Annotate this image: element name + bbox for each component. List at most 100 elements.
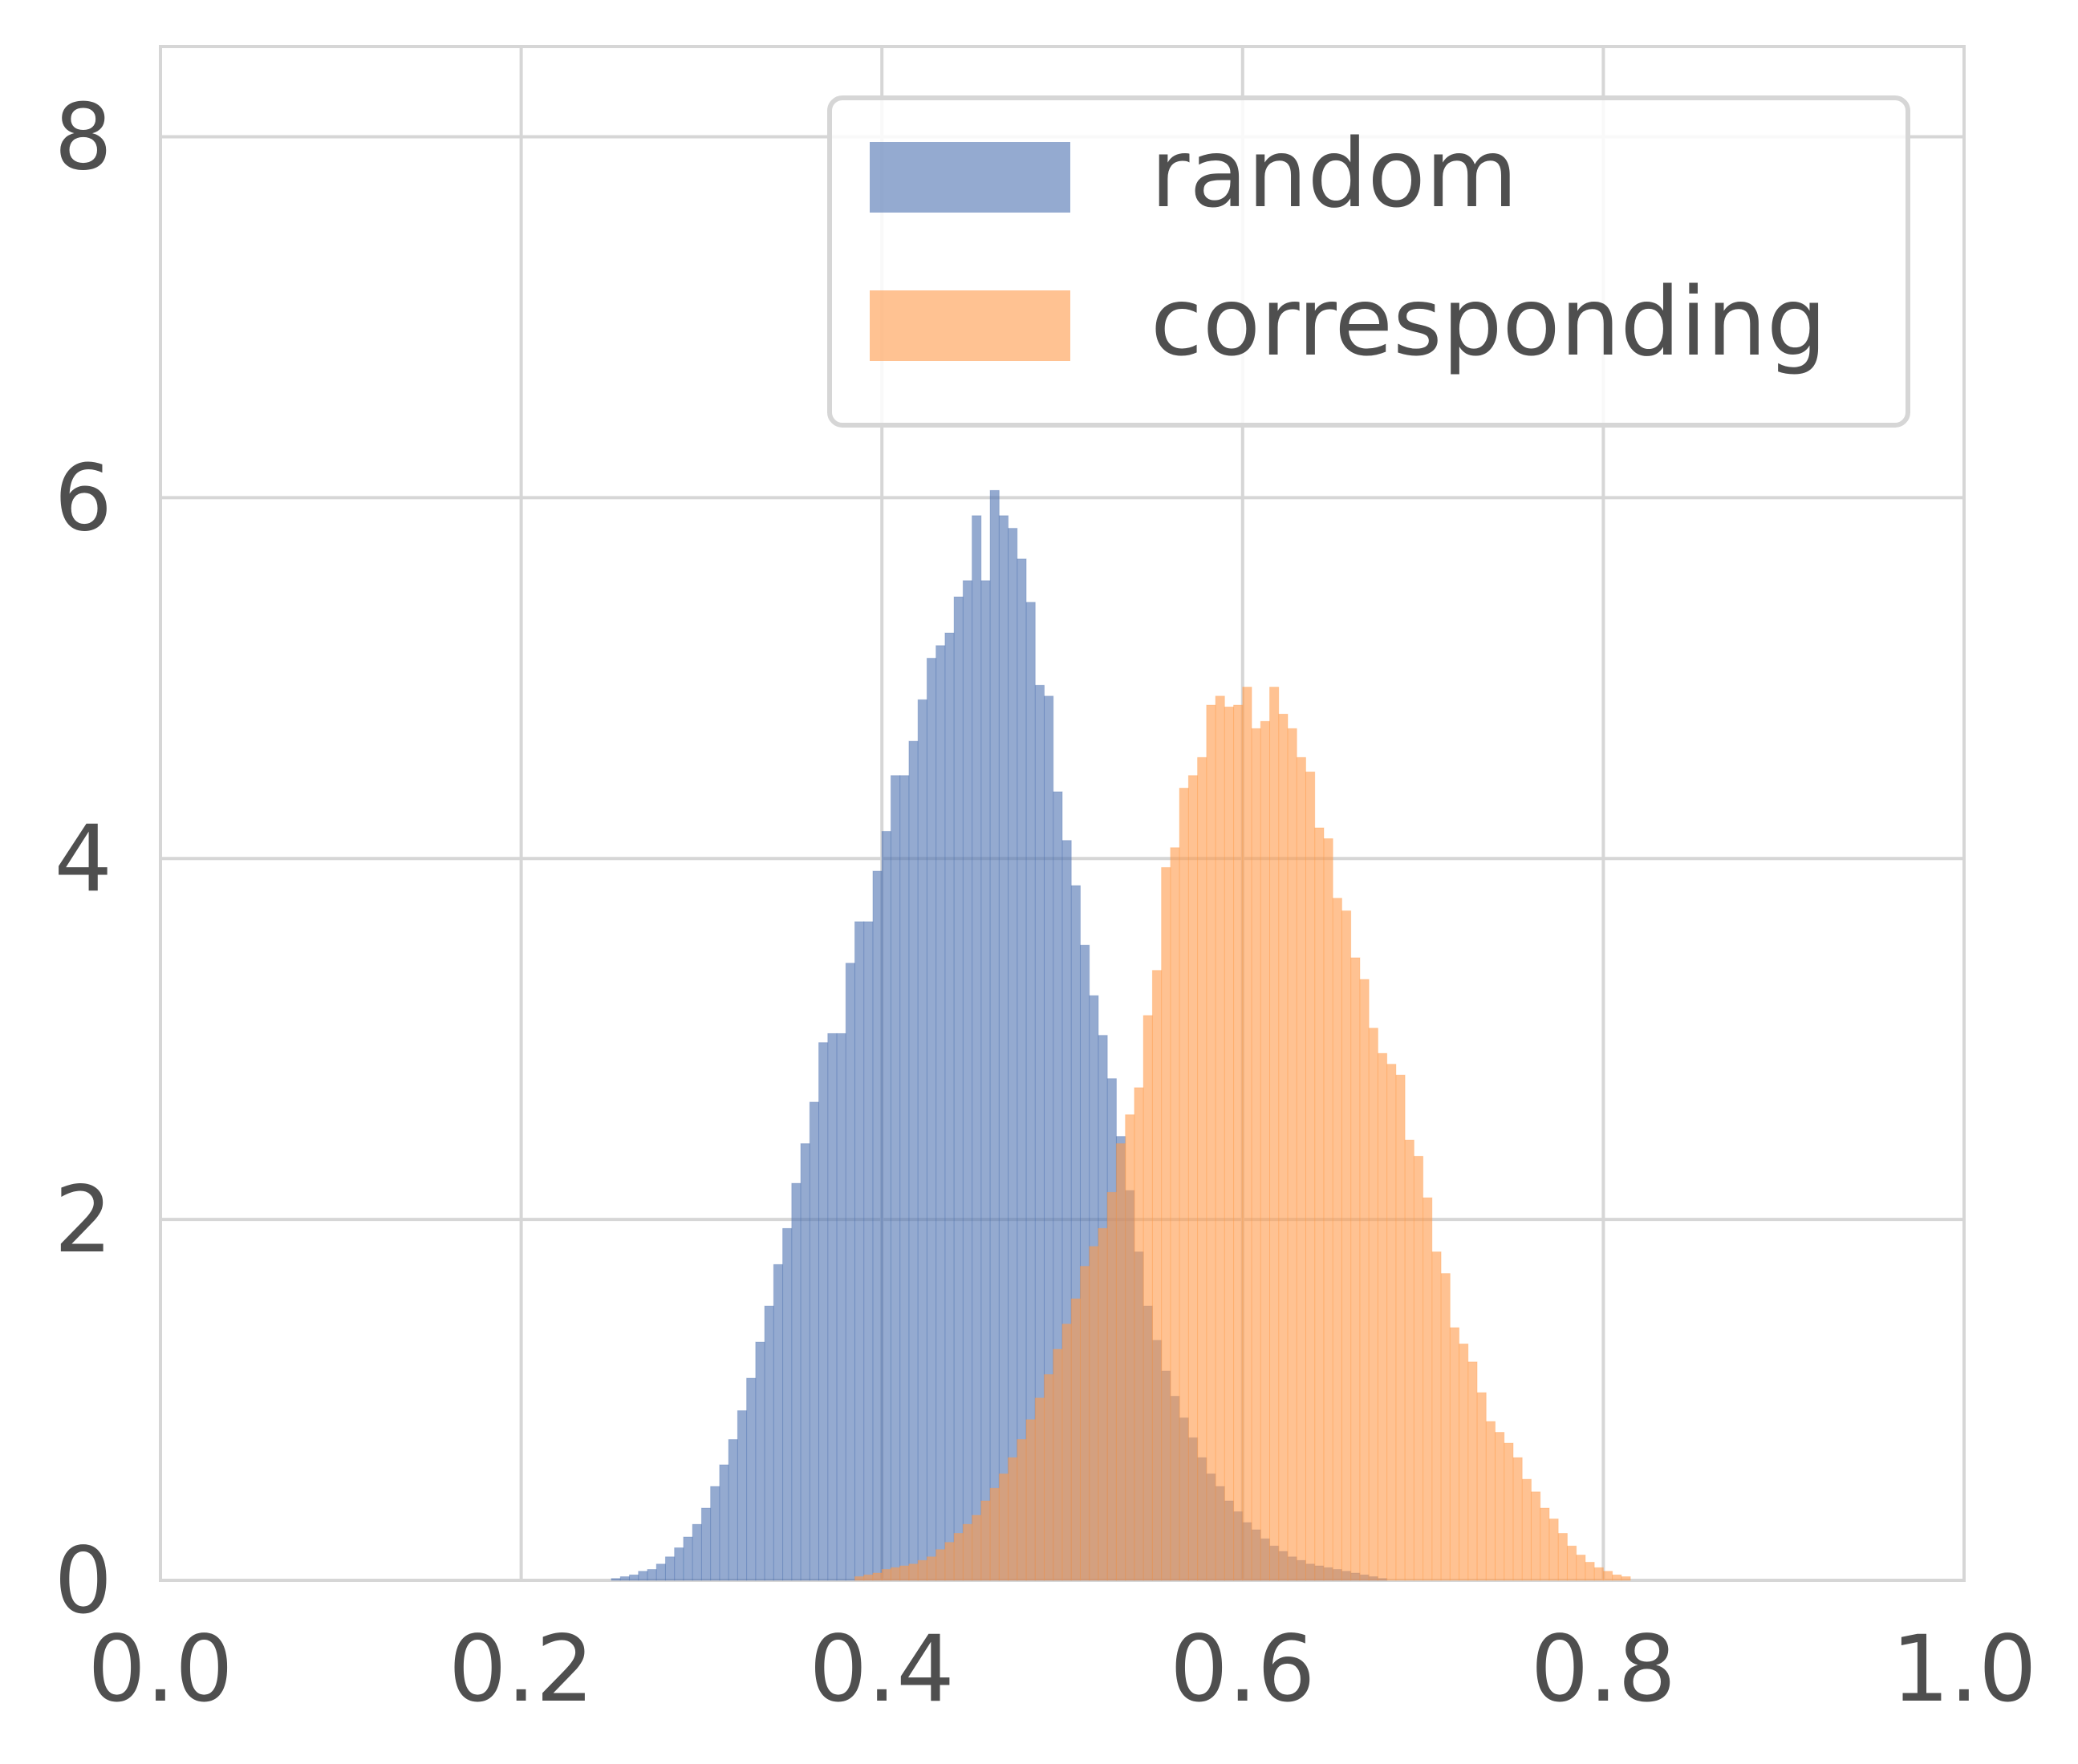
x-tick-label: 0.4 [810,1616,955,1722]
bar-corresponding [1115,1143,1126,1581]
bar-corresponding [1504,1442,1514,1581]
bar-corresponding [1053,1348,1063,1581]
bar-corresponding [863,1574,874,1581]
bar-corresponding [1449,1327,1460,1581]
bar-random [710,1486,720,1581]
bar-corresponding [1161,866,1171,1581]
bar-corresponding [1034,1397,1045,1581]
bar-random [890,775,901,1581]
legend-label-random: random [1151,118,1518,229]
x-tick-label: 0.8 [1531,1616,1676,1722]
bar-random [917,699,927,1581]
x-tick-label: 0.0 [87,1616,233,1722]
bar-random [818,1042,829,1581]
bar-random [1017,558,1027,1581]
bar-random [872,870,883,1581]
bar-corresponding [1187,775,1199,1581]
bar-corresponding [1242,687,1252,1581]
bar-corresponding [1576,1555,1586,1581]
legend-label-corresponding: corresponding [1151,266,1827,377]
bar-corresponding [1395,1074,1406,1581]
bar-random [655,1563,666,1581]
bar-corresponding [944,1542,955,1581]
bar-corresponding [1566,1545,1577,1581]
bar-corresponding [1602,1571,1613,1581]
bar-random [800,1143,810,1581]
bar-corresponding [1251,728,1261,1581]
legend-swatch-random [870,142,1070,213]
bar-corresponding [1359,979,1370,1581]
bar-corresponding [1079,1266,1090,1581]
bar-corresponding [1476,1392,1487,1581]
bar-corresponding [1089,1246,1099,1581]
bar-random [845,963,855,1581]
bar-random [611,1578,621,1581]
bar-corresponding [1341,910,1352,1581]
bar-random [782,1227,793,1581]
bar-random [755,1341,765,1581]
bar-corresponding [1459,1343,1469,1581]
series-corresponding [854,687,1631,1581]
bar-corresponding [1431,1251,1442,1581]
bar-corresponding [1233,704,1244,1581]
bar-corresponding [980,1500,991,1581]
bar-corresponding [890,1567,901,1581]
bar-corresponding [881,1569,891,1581]
bars [611,489,1631,1581]
bar-corresponding [972,1515,982,1581]
bar-corresponding [1134,1087,1144,1581]
bar-random [773,1263,784,1581]
bar-corresponding [1612,1574,1622,1581]
bar-corresponding [1495,1432,1505,1581]
bar-random [619,1576,630,1581]
bar-corresponding [1314,827,1325,1581]
bar-random [764,1305,774,1581]
bar-random [683,1536,693,1581]
bar-random [989,489,1000,1581]
bar-corresponding [1386,1064,1397,1581]
bar-random [863,921,874,1581]
bar-corresponding [998,1473,1009,1581]
bar-corresponding [1224,706,1235,1581]
bar-random [881,830,891,1581]
bar-corresponding [926,1556,937,1581]
bar-random [719,1464,729,1581]
bar-random [809,1101,820,1581]
bar-corresponding [1485,1421,1496,1581]
bar-random [737,1410,748,1581]
bar-corresponding [1025,1419,1036,1581]
bar-random [664,1556,676,1581]
bar-corresponding [1413,1155,1424,1581]
bar-corresponding [1512,1457,1523,1581]
y-tick-label: 0 [54,1527,112,1634]
bar-corresponding [1548,1519,1559,1581]
bar-random [926,658,937,1581]
bar-corresponding [1377,1052,1388,1581]
y-tick-label: 6 [54,444,112,551]
y-tick-label: 2 [54,1166,112,1273]
y-tick-label: 8 [54,83,112,190]
bar-random [628,1574,639,1581]
bar-corresponding [1287,728,1297,1581]
bar-random [700,1507,712,1581]
bar-corresponding [1621,1576,1631,1581]
bar-random [980,580,991,1581]
bar-corresponding [1585,1562,1595,1581]
bar-corresponding [854,1576,865,1581]
bar-corresponding [1593,1567,1604,1581]
bar-corresponding [1467,1361,1478,1581]
bar-corresponding [1323,837,1333,1581]
bar-corresponding [1070,1298,1081,1581]
bar-random [972,515,982,1581]
bar-random [908,740,919,1581]
bar-corresponding [1440,1273,1451,1581]
bar-corresponding [1368,1028,1378,1581]
bar-corresponding [872,1572,883,1581]
bar-corresponding [1260,720,1271,1581]
bar-corresponding [1044,1374,1054,1581]
y-tick-label: 4 [54,805,112,912]
bar-random [674,1547,684,1581]
bar-corresponding [1215,695,1225,1581]
